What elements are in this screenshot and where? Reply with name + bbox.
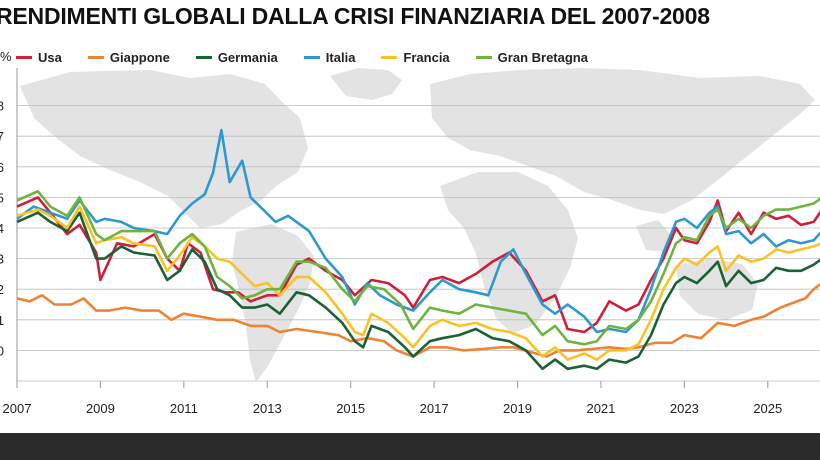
- y-tick-label: 5: [0, 190, 4, 205]
- legend-swatch: [475, 56, 492, 59]
- y-tick-label: 2: [0, 282, 4, 297]
- legend-swatch: [87, 56, 104, 59]
- x-tick-label: 2011: [170, 401, 198, 416]
- world-map-background: [20, 68, 815, 382]
- series-lines: [16, 128, 820, 371]
- legend-label: Gran Bretagna: [497, 50, 588, 65]
- series-line-francia: [16, 205, 820, 361]
- y-tick-label: 6: [0, 160, 4, 175]
- legend-item: Francia: [381, 50, 450, 65]
- legend-item: Usa: [16, 50, 62, 65]
- legend-label: Usa: [38, 50, 62, 65]
- footer-bar: [0, 433, 820, 460]
- x-axis-ticks: 2007 2009 2011 2013 2015 2017 2019 2021 2023 2025…: [3, 381, 782, 416]
- legend-label: Italia: [325, 50, 356, 65]
- series-line-germania: [16, 211, 820, 371]
- x-tick-label: 2023: [670, 401, 699, 416]
- y-tick-label: 3: [0, 252, 4, 267]
- legend-item: Giappone: [87, 50, 170, 65]
- x-tick-label: 2007: [3, 401, 32, 416]
- y-tick-label: 1: [0, 313, 4, 328]
- y-tick-label: 4: [0, 221, 4, 236]
- x-tick-label: 2009: [86, 401, 115, 416]
- legend-item: Germania: [195, 50, 278, 65]
- legend-label: Germania: [217, 50, 278, 65]
- chart-title: RENDIMENTI GLOBALI DALLA CRISI FINANZIAR…: [0, 3, 710, 29]
- x-tick-label: 2019: [503, 401, 532, 416]
- x-tick-label: 2017: [420, 401, 449, 416]
- legend-swatch: [381, 56, 398, 59]
- legend-swatch: [16, 56, 32, 59]
- series-line-italia: [16, 128, 820, 334]
- legend-label: Francia: [403, 50, 450, 65]
- y-axis-ticks: 0 1 2 3 4 5 6 7 8: [0, 99, 4, 359]
- x-tick-label: 2013: [253, 401, 282, 416]
- y-tick-label: 0: [0, 343, 4, 358]
- x-tick-label: 2025: [753, 401, 782, 416]
- series-line-gran-bretagna: [16, 190, 820, 346]
- legend-label: Giappone: [109, 50, 170, 65]
- legend-item: Italia: [303, 50, 356, 65]
- legend: Usa Giappone Germania Italia Francia Gran Bre…: [16, 50, 614, 65]
- legend-swatch: [195, 56, 212, 59]
- y-axis-unit: %: [0, 49, 12, 64]
- legend-item: Gran Bretagna: [475, 50, 588, 65]
- y-tick-label: 7: [0, 129, 4, 144]
- legend-swatch: [303, 56, 320, 59]
- x-tick-label: 2015: [336, 401, 365, 416]
- series-line-giappone: [16, 282, 820, 358]
- x-tick-label: 2021: [586, 401, 615, 416]
- y-tick-label: 8: [0, 99, 4, 114]
